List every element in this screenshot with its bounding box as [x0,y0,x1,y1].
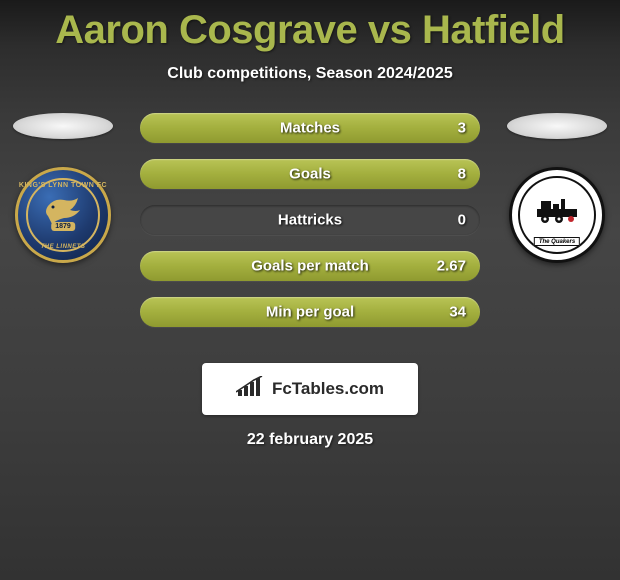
left-club-badge: KING'S LYNN TOWN FC 1879 THE LINNETS [15,167,111,263]
right-badge-ribbon: The Quakers [534,237,580,246]
right-player-avatar-placeholder [507,113,607,139]
comparison-panel: KING'S LYNN TOWN FC 1879 THE LINNETS [0,113,620,353]
date-text: 22 february 2025 [0,431,620,449]
stat-label: Hattricks [278,212,342,229]
subtitle: Club competitions, Season 2024/2025 [0,65,620,83]
stat-row: Matches 3 [140,113,480,143]
stat-label: Goals per match [251,258,369,275]
left-player-slot: KING'S LYNN TOWN FC 1879 THE LINNETS [8,113,118,263]
stat-label: Min per goal [266,304,354,321]
right-club-badge: The Quakers [509,167,605,263]
page-title: Aaron Cosgrave vs Hatfield [0,0,620,53]
stat-value-right: 34 [449,304,466,321]
stat-value-right: 8 [458,166,466,183]
stat-bars: Matches 3 Goals 8 Hattricks 0 Goals per match 2… [140,113,480,343]
stat-label: Goals [289,166,331,183]
stat-row: Hattricks 0 [140,205,480,235]
left-player-avatar-placeholder [13,113,113,139]
left-badge-ring-top: KING'S LYNN TOWN FC [19,182,107,189]
stat-row: Goals per match 2.67 [140,251,480,281]
bar-chart-icon [236,376,264,403]
brand-text: FcTables.com [272,379,384,399]
left-badge-year: 1879 [51,222,75,231]
stat-label: Matches [280,120,340,137]
stat-value-right: 0 [458,212,466,229]
left-badge-ring-bottom: THE LINNETS [41,244,86,250]
stat-row: Min per goal 34 [140,297,480,327]
stat-row: Goals 8 [140,159,480,189]
locomotive-icon [535,197,579,225]
brand-box: FcTables.com [202,363,418,415]
stat-value-right: 2.67 [437,258,466,275]
stat-value-right: 3 [458,120,466,137]
right-player-slot: The Quakers [502,113,612,263]
